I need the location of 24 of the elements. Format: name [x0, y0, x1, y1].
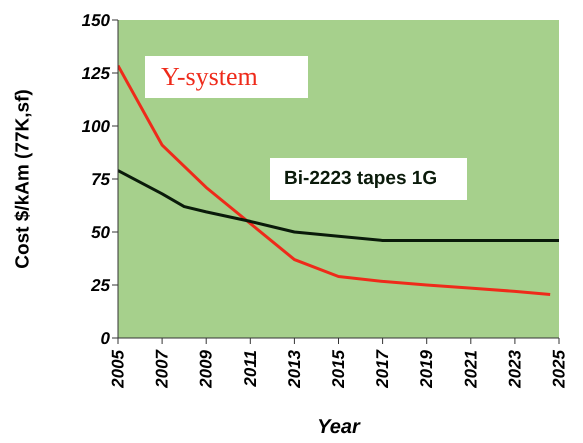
x-tick-label: 2011 — [240, 350, 260, 388]
line-series — [118, 64, 552, 296]
x-tick-label: 2005 — [108, 349, 128, 389]
x-tick-label: 2009 — [196, 349, 216, 389]
y-tick-label: 50 — [91, 223, 111, 242]
x-tick-label: 2007 — [152, 348, 172, 389]
x-axis-title: Year — [317, 416, 362, 438]
x-tick-label: 2017 — [373, 348, 392, 389]
y-tick-label: 150 — [82, 11, 111, 30]
y-tick-label: 25 — [90, 276, 111, 296]
x-tick-label: 2025 — [550, 349, 568, 389]
y-axis-title: Cost $/kAm (77K,sf) — [12, 89, 34, 269]
y-tick-label: 0 — [100, 329, 111, 348]
x-tick-label: 2021 — [461, 350, 480, 389]
x-tick-label: 2013 — [284, 349, 304, 389]
line-series — [118, 169, 559, 242]
y-tick-label: 100 — [82, 117, 111, 136]
y-tick-label: 125 — [82, 64, 111, 84]
x-tick-label: 2019 — [417, 349, 436, 389]
series-label: Y-system — [145, 56, 308, 98]
x-tick-label: 2015 — [329, 349, 348, 389]
y-tick-label: 75 — [91, 170, 111, 190]
x-tick-label: 2023 — [505, 349, 524, 389]
text: Bi-2223 tapes 1G — [270, 158, 468, 200]
